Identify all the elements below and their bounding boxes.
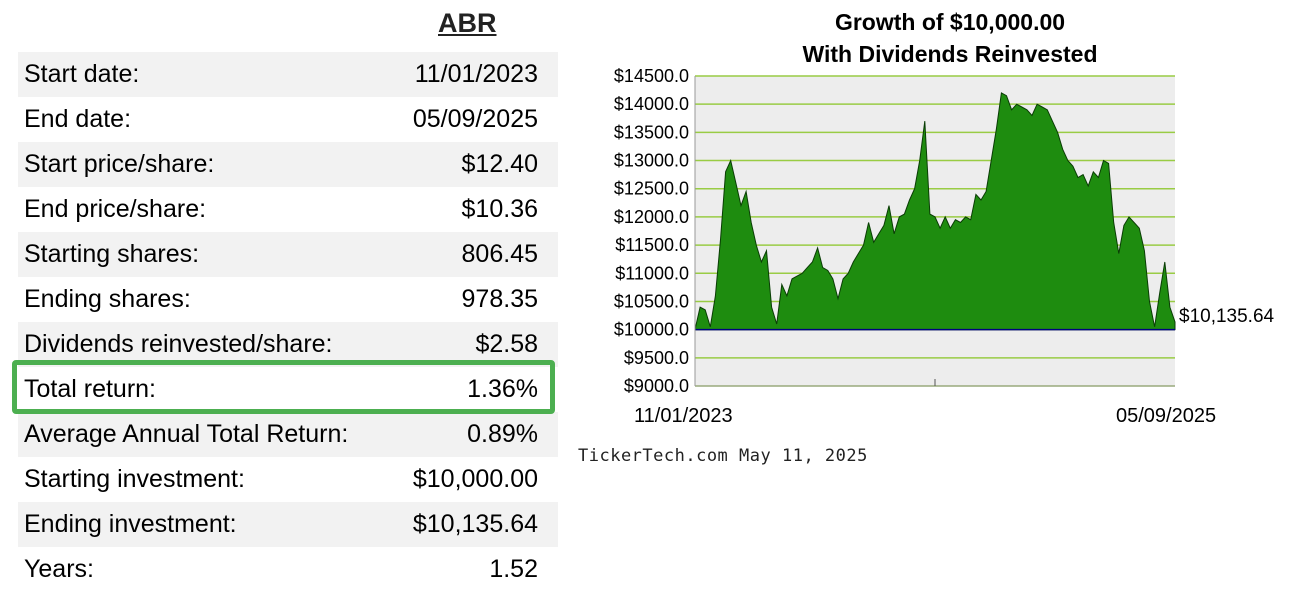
ticker-link[interactable]: ABR [438,8,497,38]
stat-label: Ending investment: [18,502,396,547]
table-row: End price/share: $10.36 [18,187,558,232]
table-row: Start date: 11/01/2023 [18,52,558,97]
x-end-label: 05/09/2025 [1116,405,1216,427]
stat-label: Average Annual Total Return: [18,412,396,457]
y-tick-label: $10000.0 [614,320,689,340]
stat-label: Ending shares: [18,277,396,322]
y-tick-label: $10500.0 [614,291,689,311]
stat-label: End date: [18,97,396,142]
stat-label: Start price/share: [18,142,396,187]
table-row: Starting shares: 806.45 [18,232,558,277]
stat-value: $10,135.64 [395,502,558,547]
stat-label: Start date: [18,52,396,97]
table-row: Start price/share: $12.40 [18,142,558,187]
source-date: May 11, 2025 [739,446,868,466]
stat-label: Dividends reinvested/share: [18,322,396,367]
y-tick-label: $12000.0 [614,207,689,227]
y-tick-label: $13500.0 [614,122,689,142]
table-row: Years: 1.52 [18,547,558,592]
stat-value: 806.45 [395,232,558,277]
table-row: Average Annual Total Return: 0.89% [18,412,558,457]
stat-label: Years: [18,547,396,592]
stat-value: $2.58 [395,322,558,367]
stat-value: 1.52 [395,547,558,592]
source-site[interactable]: TickerTech.com [578,446,729,466]
y-tick-label: $14000.0 [614,94,689,114]
growth-area [694,92,1176,331]
growth-chart: $14500.0 $14000.0 $13500.0 $13000.0 $12500.0… [614,66,1275,427]
x-start-label: 11/01/2023 [634,405,733,427]
table-row: Starting investment: $10,000.00 [18,457,558,502]
y-tick-label: $11000.0 [615,263,689,283]
table-row: End date: 05/09/2025 [18,97,558,142]
stat-value: 05/09/2025 [395,97,558,142]
end-value-label: $10,135.64 [1179,306,1275,327]
y-tick-label: $9000.0 [624,376,689,396]
stat-label: Total return: [18,367,396,412]
y-tick-label: $11500.0 [615,235,689,255]
table-row: Ending shares: 978.35 [18,277,558,322]
stat-value: 978.35 [395,277,558,322]
y-tick-labels: $14500.0 $14000.0 $13500.0 $13000.0 $12500.0… [614,66,689,396]
stat-value: 11/01/2023 [395,52,558,97]
stat-value: $12.40 [395,142,558,187]
source-line: TickerTech.com May 11, 2025 [578,446,868,466]
stat-value: $10,000.00 [395,457,558,502]
table-row: Dividends reinvested/share: $2.58 [18,322,558,367]
stat-value: 1.36% [395,367,558,412]
table-row-total-return: Total return: 1.36% [18,367,558,412]
stat-label: Starting investment: [18,457,396,502]
stat-value: 0.89% [395,412,558,457]
stat-label: Starting shares: [18,232,396,277]
y-tick-label: $13000.0 [614,151,689,171]
y-tick-label: $14500.0 [614,66,689,86]
table-row: Ending investment: $10,135.64 [18,502,558,547]
stats-table: Start date: 11/01/2023 End date: 05/09/2… [18,52,558,592]
y-tick-label: $9500.0 [624,348,689,368]
stat-label: End price/share: [18,187,396,232]
stat-value: $10.36 [395,187,558,232]
y-tick-label: $12500.0 [614,179,689,199]
chart-subtitle: With Dividends Reinvested [802,41,1098,67]
chart-title: Growth of $10,000.00 [834,9,1066,35]
